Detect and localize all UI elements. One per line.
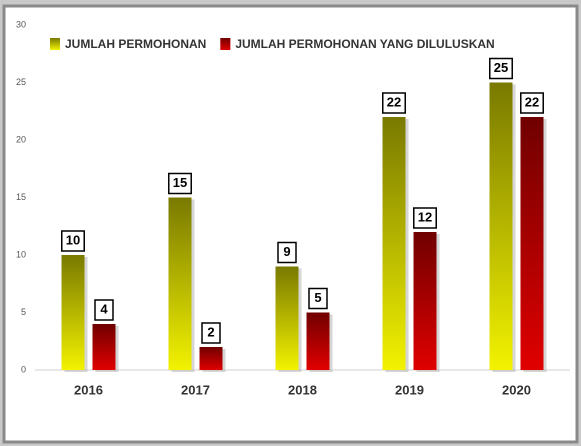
data-label: 5 — [314, 290, 321, 305]
data-label-box — [168, 172, 192, 195]
bar-shade — [92, 324, 116, 370]
x-tick-label: 2019 — [395, 382, 424, 397]
y-tick-label: 0 — [21, 364, 26, 374]
data-label: 12 — [418, 209, 432, 224]
legend-label: JUMLAH PERMOHONAN YANG DILULUSKAN — [235, 37, 494, 51]
y-tick-label: 15 — [16, 192, 26, 202]
x-tick-label: 2020 — [502, 382, 531, 397]
data-label-box — [413, 207, 437, 229]
bar-shade — [413, 232, 437, 370]
x-tick-label: 2018 — [288, 382, 317, 397]
x-tick-label: 2017 — [181, 382, 210, 397]
legend-label: JUMLAH PERMOHONAN — [65, 37, 206, 51]
y-tick-label: 5 — [21, 307, 26, 317]
y-tick-label: 10 — [16, 249, 26, 259]
bar-shade — [168, 197, 192, 370]
data-label: 10 — [66, 232, 80, 247]
legend-swatch-shade — [50, 38, 60, 50]
data-label-box — [94, 299, 114, 321]
y-tick-label: 25 — [16, 77, 26, 87]
bar-shade — [382, 117, 406, 370]
data-label: 25 — [494, 60, 508, 75]
data-label-box — [61, 230, 85, 252]
y-tick-label: 20 — [16, 134, 26, 144]
data-label: 22 — [387, 94, 401, 109]
bar-shade — [275, 266, 299, 370]
data-label-box — [277, 241, 297, 264]
bar-shade — [306, 312, 330, 370]
x-tick-label: 2016 — [74, 382, 103, 397]
data-label: 4 — [100, 301, 108, 316]
data-label-box — [201, 322, 221, 344]
data-label-box — [308, 287, 328, 310]
legend-swatch-shade — [220, 38, 231, 50]
bar-shade — [199, 347, 223, 370]
bar-shade — [61, 255, 85, 370]
bar-shade — [520, 117, 544, 370]
data-label-box — [489, 57, 513, 80]
data-label-box — [520, 92, 544, 114]
data-label: 2 — [207, 324, 214, 339]
bar-shade — [489, 82, 513, 370]
data-label: 9 — [283, 244, 290, 259]
data-label-box — [382, 92, 406, 114]
y-tick-label: 30 — [16, 19, 26, 29]
data-label: 15 — [173, 175, 187, 190]
data-label: 22 — [525, 94, 539, 109]
